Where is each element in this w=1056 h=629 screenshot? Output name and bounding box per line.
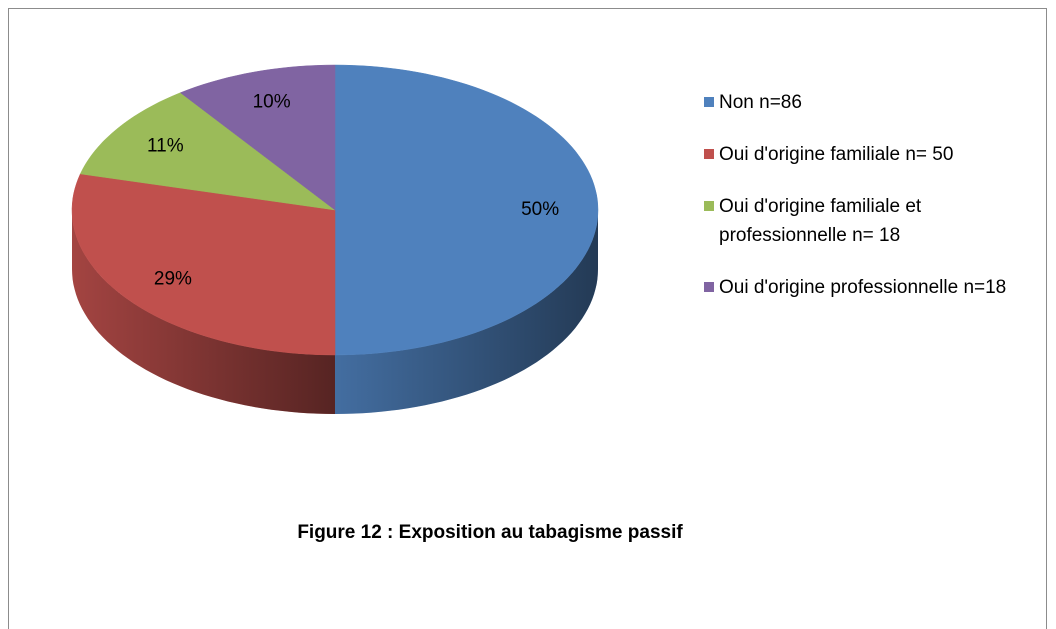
slice-side-shade bbox=[335, 210, 598, 414]
legend-swatch bbox=[704, 97, 714, 107]
legend-item: Oui d'origine familiale et professionnel… bbox=[704, 192, 1019, 250]
slice bbox=[334, 64, 599, 356]
legend-item: Oui d'origine professionnelle n=18 bbox=[704, 273, 1019, 302]
slice-side-shade bbox=[72, 210, 335, 414]
data-label: 10% bbox=[253, 91, 291, 112]
legend-label: Oui d'origine professionnelle n=18 bbox=[719, 277, 1007, 298]
data-label: 11% bbox=[147, 135, 184, 156]
legend: Non n=86 Oui d'origine familiale n= 50 Oui… bbox=[704, 88, 1034, 325]
legend-item: Oui d'origine familiale n= 50 bbox=[704, 140, 1019, 169]
legend-label: Oui d'origine familiale n= 50 bbox=[719, 144, 954, 165]
slice bbox=[71, 173, 336, 356]
legend-swatch bbox=[704, 282, 714, 292]
slice bbox=[79, 92, 336, 211]
legend-label: Oui d'origine familiale et professionnel… bbox=[719, 196, 922, 246]
legend-item: Non n=86 bbox=[704, 88, 1019, 117]
data-label: 50% bbox=[521, 199, 559, 220]
slice bbox=[179, 64, 336, 211]
legend-swatch bbox=[704, 201, 714, 211]
legend-label: Non n=86 bbox=[719, 92, 802, 113]
data-label: 29% bbox=[154, 268, 192, 289]
chart-frame bbox=[8, 8, 1047, 629]
chart-title: Figure 12 : Exposition au tabagisme pass… bbox=[297, 522, 683, 543]
legend-swatch bbox=[704, 149, 714, 159]
